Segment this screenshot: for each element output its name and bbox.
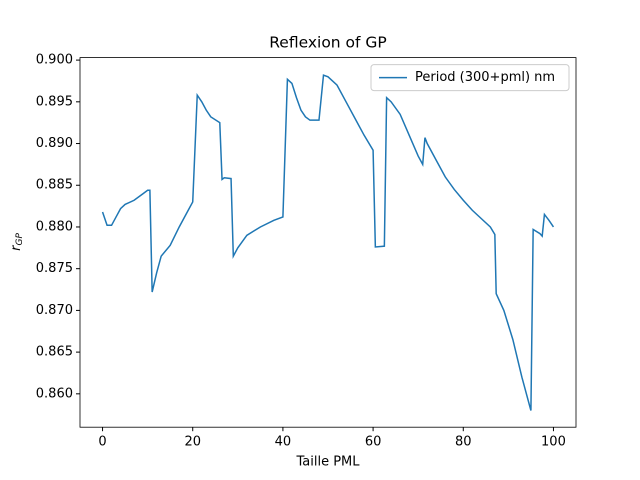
x-tick-label: 0: [98, 435, 106, 450]
y-tick-label: 0.860: [36, 386, 73, 401]
y-axis-label: rGP: [9, 233, 25, 251]
data-line: [101, 74, 555, 411]
plot-frame: [79, 57, 577, 428]
legend-label: Period (300+pml) nm: [415, 70, 555, 85]
y-tick-label: 0.870: [36, 303, 73, 318]
legend-box: [370, 64, 570, 92]
y-tick-label: 0.875: [36, 261, 73, 276]
y-tick-label: 0.900: [36, 53, 73, 68]
y-tick-label: 0.865: [36, 345, 73, 360]
y-tick-label: 0.885: [36, 178, 73, 193]
y-label-base: r: [9, 244, 24, 251]
y-tick-label: 0.880: [36, 219, 73, 234]
y-tick-label: 0.895: [36, 94, 73, 109]
x-axis-label: Taille PML: [295, 455, 360, 470]
x-tick-label: 40: [275, 435, 292, 450]
x-tick-label: 60: [365, 435, 382, 450]
y-tick-label: 0.890: [36, 136, 73, 151]
x-tick-label: 20: [184, 435, 201, 450]
chart-title: Reflexion of GP: [269, 34, 387, 52]
y-label-sub: GP: [15, 233, 25, 246]
x-tick-label: 80: [455, 435, 472, 450]
x-tick-label: 100: [541, 435, 566, 450]
